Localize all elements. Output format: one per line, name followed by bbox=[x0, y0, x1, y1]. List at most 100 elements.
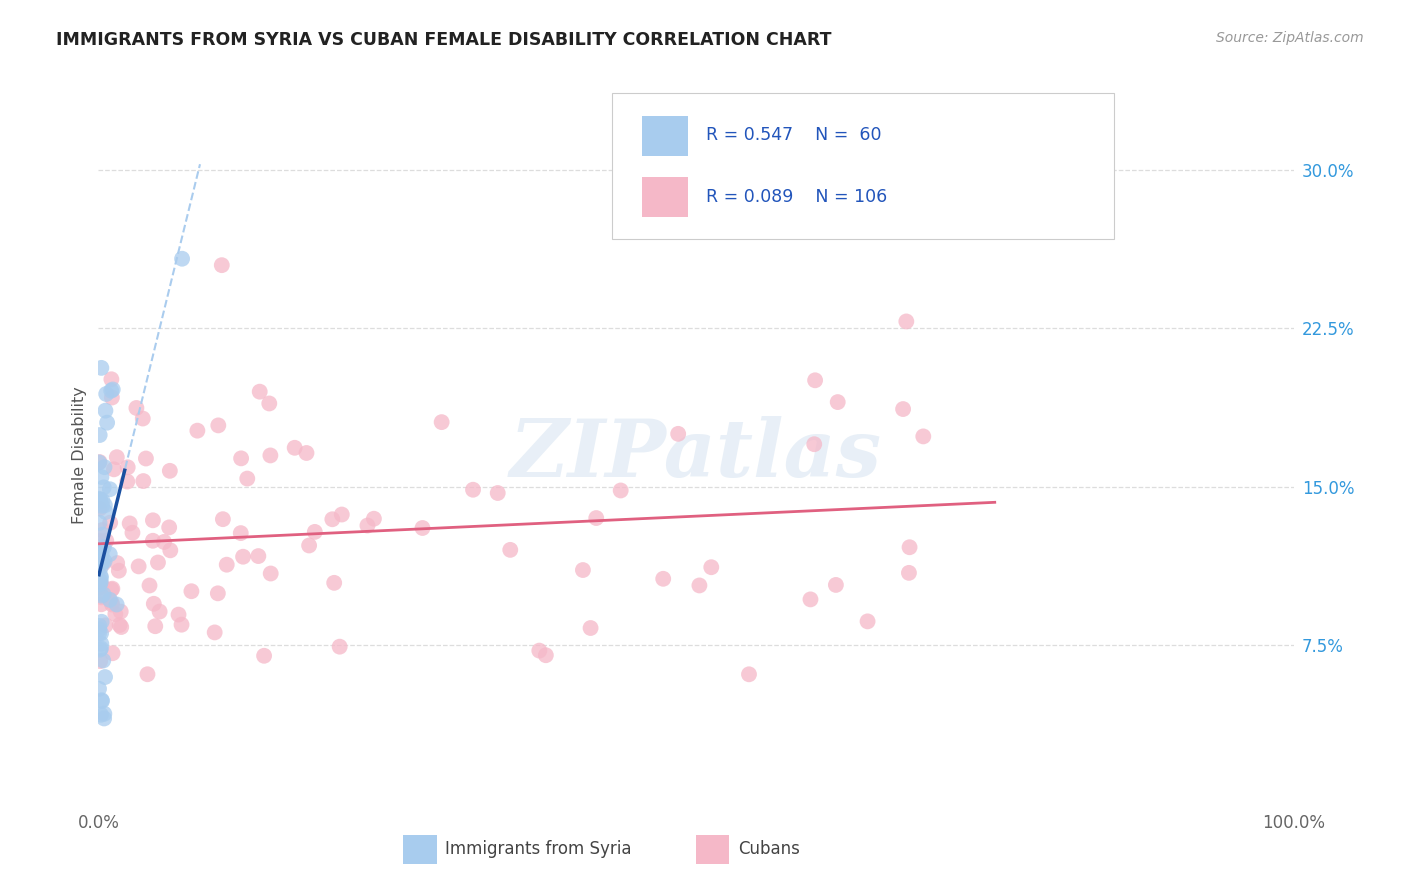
Point bbox=[93, 557, 115, 571]
Point bbox=[87, 491, 110, 506]
Point bbox=[89, 581, 111, 595]
Point bbox=[260, 566, 283, 581]
Point bbox=[172, 252, 194, 266]
Point bbox=[91, 653, 114, 667]
Point bbox=[229, 526, 252, 541]
Point bbox=[898, 541, 921, 555]
Point bbox=[96, 387, 118, 401]
Point bbox=[90, 641, 112, 656]
Point bbox=[304, 524, 326, 539]
Point bbox=[89, 428, 111, 442]
Point bbox=[142, 597, 165, 611]
Point bbox=[295, 446, 318, 460]
Point bbox=[98, 482, 121, 496]
Point bbox=[89, 577, 111, 591]
FancyBboxPatch shape bbox=[643, 178, 688, 217]
Point bbox=[94, 403, 117, 417]
Point bbox=[93, 540, 115, 554]
FancyBboxPatch shape bbox=[404, 835, 437, 864]
Point bbox=[700, 560, 723, 574]
Point bbox=[186, 424, 208, 438]
Point bbox=[93, 706, 115, 721]
Point bbox=[108, 618, 131, 632]
Point bbox=[87, 574, 110, 588]
Point bbox=[896, 314, 918, 328]
Point bbox=[93, 711, 115, 725]
Point bbox=[91, 555, 114, 569]
Point bbox=[90, 571, 112, 585]
Point bbox=[90, 553, 112, 567]
Point bbox=[90, 591, 112, 605]
Point bbox=[90, 597, 112, 611]
Point bbox=[167, 607, 190, 622]
Point bbox=[90, 578, 112, 592]
Point bbox=[149, 605, 172, 619]
Point bbox=[356, 518, 378, 533]
Point bbox=[486, 486, 509, 500]
Point bbox=[247, 549, 270, 563]
Point bbox=[96, 533, 118, 548]
Point bbox=[159, 464, 181, 478]
Point bbox=[204, 625, 226, 640]
Point bbox=[430, 415, 453, 429]
Point bbox=[897, 566, 920, 580]
Point bbox=[105, 450, 128, 465]
Point bbox=[118, 516, 141, 531]
Point bbox=[90, 560, 112, 574]
Point bbox=[98, 547, 121, 561]
Point bbox=[87, 626, 110, 640]
Point bbox=[94, 505, 117, 519]
Point bbox=[912, 429, 935, 443]
Point bbox=[138, 578, 160, 592]
Point bbox=[89, 551, 111, 566]
Point bbox=[128, 559, 150, 574]
Point bbox=[103, 462, 125, 476]
Point bbox=[132, 474, 155, 488]
Point bbox=[170, 617, 193, 632]
Point bbox=[90, 693, 112, 707]
FancyBboxPatch shape bbox=[643, 116, 688, 156]
Point bbox=[330, 508, 353, 522]
Point bbox=[804, 373, 827, 387]
Point bbox=[89, 573, 111, 587]
Point bbox=[534, 648, 557, 663]
Point bbox=[104, 607, 127, 621]
Point bbox=[93, 480, 115, 494]
Text: IMMIGRANTS FROM SYRIA VS CUBAN FEMALE DISABILITY CORRELATION CHART: IMMIGRANTS FROM SYRIA VS CUBAN FEMALE DI… bbox=[56, 31, 832, 49]
Point bbox=[101, 391, 124, 405]
Point bbox=[688, 578, 710, 592]
Point bbox=[93, 587, 115, 601]
Point bbox=[259, 396, 281, 410]
Point bbox=[90, 543, 112, 558]
Point bbox=[100, 372, 122, 386]
Point bbox=[229, 451, 252, 466]
Point bbox=[101, 598, 124, 612]
Point bbox=[93, 460, 115, 475]
Point bbox=[142, 533, 165, 548]
Point bbox=[89, 492, 111, 507]
Point bbox=[90, 569, 112, 583]
Point bbox=[89, 455, 111, 469]
Point bbox=[87, 681, 110, 696]
Point bbox=[211, 258, 233, 272]
Point bbox=[105, 556, 128, 570]
Point bbox=[212, 512, 235, 526]
Point bbox=[91, 556, 114, 570]
Point bbox=[585, 511, 607, 525]
Point bbox=[110, 605, 132, 619]
Point bbox=[253, 648, 276, 663]
Point bbox=[461, 483, 484, 497]
Point bbox=[87, 455, 110, 469]
Point bbox=[827, 395, 849, 409]
Point bbox=[499, 542, 522, 557]
Text: ZIPatlas: ZIPatlas bbox=[510, 417, 882, 493]
Point bbox=[363, 512, 385, 526]
Point bbox=[215, 558, 238, 572]
Point bbox=[90, 589, 112, 603]
Point bbox=[329, 640, 352, 654]
Point bbox=[411, 521, 433, 535]
Point bbox=[89, 516, 111, 530]
Point bbox=[117, 460, 139, 475]
Point bbox=[125, 401, 148, 415]
Point bbox=[91, 527, 114, 541]
